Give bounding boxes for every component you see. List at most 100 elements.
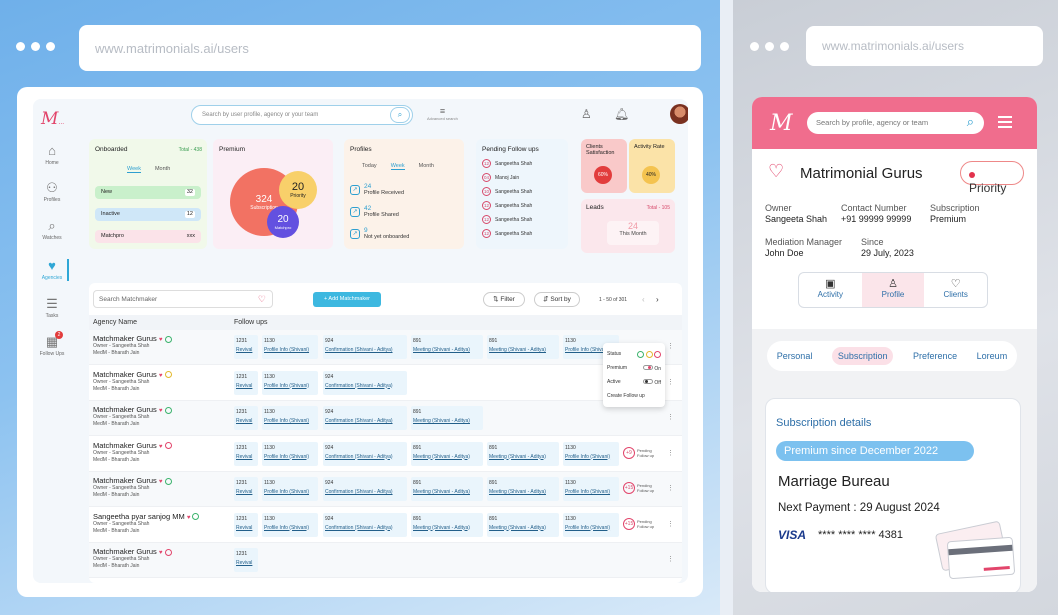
sad-icon[interactable] [654, 350, 661, 358]
followup-chip[interactable]: 891 Meeting (Shivani - Aditya) [411, 477, 483, 501]
nav-tasks[interactable]: ☰ Tasks [33, 297, 71, 320]
address-bar-right[interactable]: www.matrimonials.ai/users [806, 26, 1043, 66]
pending-followup-badge[interactable]: +15 Pending Follow up [623, 517, 655, 530]
followup-chip[interactable]: 924 Confirmation (Shivani - Aditya) [323, 477, 407, 501]
agency-name[interactable]: Matchmaker Gurus [93, 405, 157, 414]
followup-chip[interactable]: 891 Meeting (Shivani - Aditya) [487, 441, 559, 466]
more-options-icon[interactable]: ⋮ [667, 343, 674, 350]
followup-chip[interactable]: 1130 Profile Info (Shivani) [262, 406, 318, 430]
followup-chip[interactable]: 1231 Revival [234, 512, 258, 537]
followup-chip[interactable]: 1130 Profile Info (Shivani) [262, 335, 318, 359]
more-options-icon[interactable]: ⋮ [667, 520, 674, 528]
search-icon[interactable]: ⌕ [390, 107, 410, 123]
tab-today[interactable]: Today [362, 163, 377, 169]
agency-name[interactable]: Matchmaker Gurus [93, 547, 157, 556]
followup-chip[interactable]: 1231 Revival [234, 370, 258, 395]
avatar[interactable] [670, 104, 688, 124]
followup-chip[interactable]: 1130 Profile Info (Shivani) [563, 441, 619, 466]
neutral-icon[interactable] [645, 350, 653, 358]
agency-name[interactable]: Matchmaker Gurus [93, 334, 157, 343]
followup-chip[interactable]: 891 Meeting (Shivani - Aditya) [487, 335, 559, 359]
tab-month[interactable]: Month [154, 166, 171, 172]
followup-chip[interactable]: 924 Confirmation (Shivani - Aditya) [323, 406, 407, 430]
more-options-icon[interactable]: ⋮ [667, 449, 674, 457]
prev-page-icon[interactable]: ‹ [642, 295, 645, 304]
pending-row[interactable]: 12 Sangeetha Shah [482, 215, 533, 224]
followup-chip[interactable]: 891 Meeting (Shivani - Aditya) [411, 512, 483, 537]
nav-agencies[interactable]: ♥ Agencies [33, 259, 71, 281]
agency-name[interactable]: Sangeetha pyar sanjog MM [93, 511, 185, 521]
pending-row[interactable]: 12 Sangeetha Shah [482, 229, 533, 238]
tab-activity[interactable]: ▣ Activity [799, 273, 862, 307]
user-icon[interactable]: ♙ [581, 107, 592, 121]
nav-follow-ups[interactable]: ▦ 2 Follow Ups [33, 331, 71, 357]
followup-chip[interactable]: 1130 Profile Info (Shivani) [262, 477, 318, 501]
followup-chip[interactable]: 924 Confirmation (Shivani - Aditya) [323, 441, 407, 466]
more-options-icon[interactable]: ⋮ [667, 378, 674, 386]
more-options-icon[interactable]: ⋮ [667, 414, 674, 421]
followup-chip[interactable]: 891 Meeting (Shivani - Aditya) [411, 441, 483, 466]
followup-chip[interactable]: 891 Meeting (Shivani - Aditya) [411, 406, 483, 430]
filter-button[interactable]: ⇅ Filter [483, 292, 525, 307]
table-row[interactable]: Matchmaker Gurus ♥ Owner - Sangeetha Sha… [89, 543, 682, 578]
priority-badge[interactable]: Priority [960, 161, 1024, 195]
followup-chip[interactable]: 924 Confirmation (Shivani - Aditya) [323, 335, 407, 359]
search-input[interactable]: Search by user profile, agency or your t… [191, 105, 413, 125]
table-row[interactable]: Matchmaker Gurus ♥ Owner - Sangeetha Sha… [89, 472, 682, 507]
followup-chip[interactable]: 1231 Revival [234, 548, 258, 572]
table-row[interactable]: Matchmaker Gurus ♥ Owner - Sangeetha Sha… [89, 436, 682, 472]
subtab-subscription[interactable]: Subscription [831, 347, 894, 365]
followup-chip[interactable]: 891 Meeting (Shivani - Aditya) [487, 477, 559, 501]
tab-month[interactable]: Month [418, 163, 434, 169]
followup-chip[interactable]: 1130 Profile Info (Shivani) [262, 370, 318, 395]
row-matchpro[interactable]: Matchpro xxx [95, 230, 201, 243]
table-row[interactable]: Sangeetha pyar sanjog MM ♥ Owner - Sange… [89, 507, 682, 543]
table-row[interactable]: Matchmaker Gurus ♥ Owner - Sangeetha Sha… [89, 401, 682, 436]
table-row[interactable]: Matchmaker Gurus ♥ Owner - Sangeetha Sha… [89, 365, 682, 401]
followup-chip[interactable]: 924 Confirmation (Shivani - Aditya) [323, 370, 407, 395]
nav-home[interactable]: ⌂ Home [33, 144, 71, 167]
pending-row[interactable]: 04 Manoj Jain [482, 173, 520, 182]
tab-profile[interactable]: ♙ Profile [861, 273, 925, 307]
profile-row[interactable]: ↗ 42 Profile Shared [350, 205, 399, 218]
followup-chip[interactable]: 924 Confirmation (Shivani - Aditya) [323, 512, 407, 537]
tab-week[interactable]: Week [390, 163, 405, 170]
hamburger-menu-icon[interactable] [998, 116, 1012, 131]
sort-button[interactable]: ⇵ Sort by [534, 292, 580, 307]
add-matchmaker-button[interactable]: + Add Matchmaker [313, 292, 381, 307]
more-options-icon[interactable]: ⋮ [667, 556, 674, 563]
more-options-icon[interactable]: ⋮ [667, 485, 674, 492]
pending-followup-badge[interactable]: +9 Pending Follow up [623, 446, 657, 459]
tab-week[interactable]: Week [127, 166, 141, 173]
premium-toggle[interactable] [642, 364, 653, 370]
next-page-icon[interactable]: › [656, 295, 659, 304]
followup-chip[interactable]: 1130 Profile Info (Shivani) [563, 512, 619, 537]
profile-row[interactable]: ↗ 9 Not yet onboarded [350, 227, 409, 240]
agency-name[interactable]: Matchmaker Gurus [93, 369, 157, 379]
row-new[interactable]: New 32 [95, 186, 201, 199]
happy-icon[interactable] [637, 350, 645, 358]
pending-row[interactable]: 12 Sangeetha Shah [482, 201, 533, 210]
table-row[interactable]: Matchmaker Gurus ♥ Owner - Sangeetha Sha… [89, 330, 682, 365]
active-toggle[interactable] [643, 378, 654, 384]
pending-row[interactable]: 12 Sangeetha Shah [482, 159, 533, 168]
profile-row[interactable]: ↗ 24 Profile Received [350, 183, 404, 196]
agency-name[interactable]: Matchmaker Gurus [93, 476, 157, 485]
followup-chip[interactable]: 1130 Profile Info (Shivani) [262, 512, 318, 537]
followup-chip[interactable]: 891 Meeting (Shivani - Aditya) [411, 335, 483, 359]
row-inactive[interactable]: Inactive 12 [95, 208, 201, 221]
search-matchmaker-input[interactable]: Search Matchmaker ♡ [93, 290, 273, 308]
bell-icon[interactable]: 🔔︎ [614, 107, 630, 121]
subtab-preference[interactable]: Preference [913, 351, 958, 361]
subtab-loreum[interactable]: Loreum [976, 351, 1008, 361]
nav-watches[interactable]: ⌕ Watches [33, 219, 71, 242]
followup-chip[interactable]: 891 Meeting (Shivani - Aditya) [487, 512, 559, 537]
followup-chip[interactable]: 1231 Revival [234, 477, 258, 501]
address-bar[interactable]: www.matrimonials.ai/users [79, 25, 701, 71]
followup-chip[interactable]: 1231 Revival [234, 406, 258, 430]
tab-clients[interactable]: ♡ Clients [924, 273, 987, 307]
followup-chip[interactable]: 1130 Profile Info (Shivani) [262, 441, 318, 466]
subtab-personal[interactable]: Personal [776, 351, 813, 361]
followup-chip[interactable]: 1231 Revival [234, 335, 258, 359]
agency-name[interactable]: Matchmaker Gurus [93, 440, 157, 450]
